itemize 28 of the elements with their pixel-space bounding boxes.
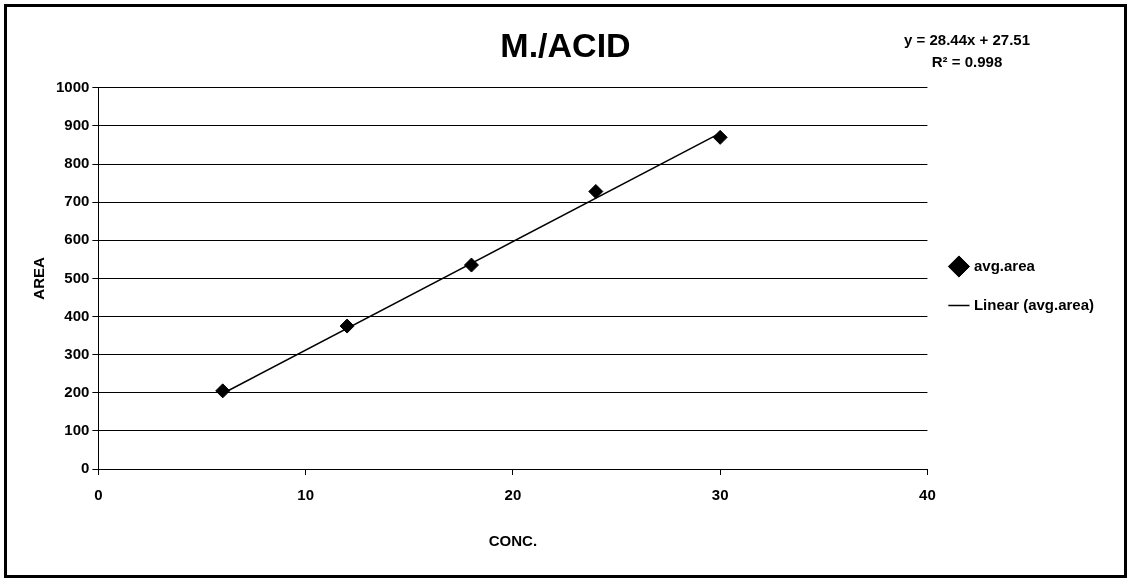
chart-title: M./ACID xyxy=(500,25,631,64)
x-tick-label: 40 xyxy=(919,486,936,504)
text: y = 28.44x + 27.51 xyxy=(904,31,1030,49)
x-tick-label: 30 xyxy=(711,486,729,504)
y-axis-title: AREA xyxy=(30,256,48,300)
y-tick-label: 300 xyxy=(64,344,90,362)
y-tick-label: 200 xyxy=(64,382,90,400)
y-tick-label: 400 xyxy=(64,306,90,324)
legend-label: Linear (avg.area) xyxy=(973,295,1095,313)
text: R² = 0.998 xyxy=(931,53,1003,71)
point xyxy=(339,318,355,334)
x-tick-label: 20 xyxy=(504,486,522,504)
point xyxy=(712,129,728,145)
y-tick-label: 100 xyxy=(64,421,90,439)
y-tick-label: 600 xyxy=(64,230,90,248)
y-tick-label: 0 xyxy=(81,459,90,477)
x-tick-label: 10 xyxy=(297,486,314,504)
x-axis-title: CONC. xyxy=(488,532,538,550)
y-tick-label: 500 xyxy=(64,268,90,286)
y-tick-label: 800 xyxy=(64,154,90,172)
y-tick-label: 700 xyxy=(64,192,90,210)
point xyxy=(215,383,231,399)
point xyxy=(588,183,604,199)
y-tick-label: 1000 xyxy=(55,77,90,95)
point xyxy=(463,257,479,273)
x-tick-label: 0 xyxy=(94,486,103,504)
y-tick-label: 900 xyxy=(64,116,90,134)
legend-label: avg.area xyxy=(973,256,1036,274)
